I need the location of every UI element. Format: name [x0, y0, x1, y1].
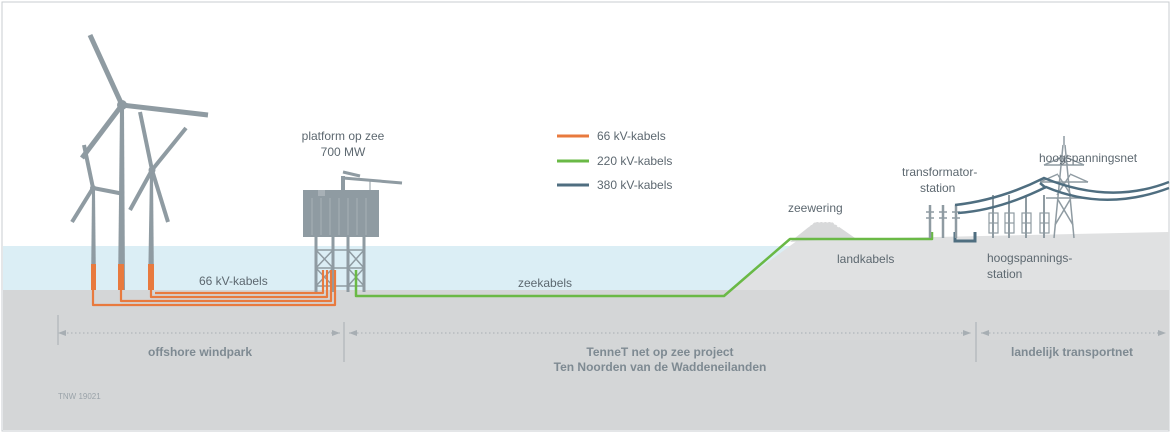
wind-turbine-icon: [80, 33, 209, 290]
dike-crest: [807, 221, 841, 229]
dike-icon: [790, 222, 855, 242]
overhead-lines-380kv: [954, 176, 1170, 215]
platform-label-line2: 700 MW: [321, 145, 366, 159]
zone-label-landelijk: landelijk transportnet: [1011, 345, 1133, 359]
zone-arrows: [58, 330, 1166, 336]
cables-66kv: [91, 270, 337, 307]
transformator-label-line2: station: [920, 181, 955, 195]
zeewering-label: zeewering: [788, 201, 843, 215]
legend-label-66kv: 66 kV-kabels: [597, 129, 666, 143]
legend-label-380kv: 380 kV-kabels: [597, 178, 672, 192]
zone-label-project-line1: TenneT net op zee project: [586, 345, 733, 359]
transformator-label-line1: transformator-: [902, 165, 977, 179]
legend: 66 kV-kabels 220 kV-kabels 380 kV-kabels: [557, 129, 672, 192]
wind-turbine-icon: [128, 111, 188, 290]
document-code: TNW 19021: [58, 392, 101, 401]
platform-label-line1: platform op zee: [302, 129, 385, 143]
land-lower: [730, 290, 1169, 340]
hoogspanningsnet-label: hoogspanningsnet: [1039, 151, 1138, 165]
transformer-station-icon: [926, 205, 960, 238]
kabels-66kv-label: 66 kV-kabels: [199, 274, 268, 288]
legend-label-220kv: 220 kV-kabels: [597, 154, 672, 168]
sea-water: [3, 246, 798, 290]
zone-label-project-line2: Ten Noorden van de Waddeneilanden: [554, 360, 767, 374]
zone-divider-lines: [57, 315, 1162, 362]
cable-220kv: [354, 232, 934, 298]
zeekabels-label: zeekabels: [518, 276, 572, 290]
wind-turbines: [70, 33, 209, 290]
landkabels-label: landkabels: [837, 252, 894, 266]
zone-label-offshore: offshore windpark: [148, 345, 252, 359]
turbine-foundations: [91, 264, 154, 290]
hoogspanningsstation-label-line1: hoogspannings-: [987, 251, 1072, 265]
hoogspanningsstation-label-line2: station: [987, 267, 1022, 281]
offshore-platform-icon: [303, 170, 403, 292]
